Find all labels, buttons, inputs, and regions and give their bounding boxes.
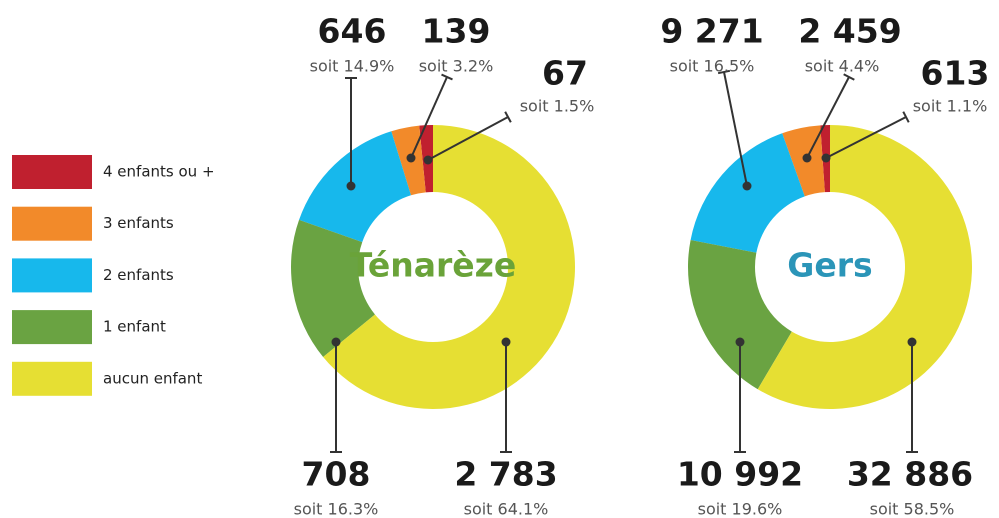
- leader-dot: [423, 155, 433, 165]
- leader-dot: [406, 153, 416, 163]
- donut-slice: [323, 125, 575, 409]
- share-label: soit 16.5%: [670, 57, 755, 76]
- legend-swatch: [12, 361, 92, 396]
- leader-cap: [441, 73, 453, 81]
- share-label: soit 1.1%: [913, 97, 988, 116]
- value-label: 9 271: [660, 12, 763, 51]
- share-label: soit 64.1%: [464, 500, 549, 518]
- value-label: 2 459: [798, 12, 901, 51]
- share-label: soit 14.9%: [310, 57, 395, 76]
- donut-slice: [690, 133, 805, 253]
- legend-label: aucun enfant: [103, 369, 202, 387]
- leader-dot: [742, 181, 752, 191]
- legend-label: 2 enfants: [103, 266, 174, 284]
- leader-line: [410, 76, 448, 159]
- legend-swatch: [12, 258, 92, 293]
- leader-line: [825, 116, 907, 159]
- value-label: 613: [921, 54, 990, 93]
- leader-dot: [821, 153, 831, 163]
- share-label: soit 4.4%: [805, 57, 880, 76]
- leader-cap: [504, 111, 512, 123]
- share-label: soit 1.5%: [520, 97, 595, 116]
- value-label: 708: [302, 455, 371, 494]
- share-label: soit 19.6%: [698, 500, 783, 518]
- legend-label: 3 enfants: [103, 214, 174, 232]
- leader-dot: [907, 337, 917, 347]
- value-label: 139: [422, 12, 491, 51]
- donut-slice: [757, 125, 972, 409]
- value-label: 2 783: [454, 455, 557, 494]
- leader-line: [427, 116, 509, 161]
- leader-dot: [802, 153, 812, 163]
- value-label: 10 992: [677, 455, 803, 494]
- leader-cap: [843, 73, 855, 81]
- leader-cap: [717, 69, 731, 75]
- leader-dot: [346, 181, 356, 191]
- donut-title: Gers: [787, 246, 872, 285]
- value-label: 646: [318, 12, 387, 51]
- share-label: soit 16.3%: [294, 500, 379, 518]
- value-label: 67: [542, 54, 588, 93]
- leader-line: [723, 71, 748, 187]
- share-label: soit 58.5%: [870, 500, 955, 518]
- leader-line: [806, 76, 850, 159]
- legend-swatch: [12, 155, 92, 189]
- leader-dot: [735, 337, 745, 347]
- share-label: soit 3.2%: [419, 57, 494, 76]
- value-label: 32 886: [847, 455, 973, 494]
- donut-slice: [290, 219, 375, 357]
- legend-swatch: [12, 310, 92, 345]
- legend-label: 1 enfant: [103, 318, 166, 336]
- leader-dot: [501, 337, 511, 347]
- legend-label: 4 enfants ou +: [103, 163, 215, 181]
- donut-title: Ténarèze: [350, 246, 517, 285]
- leader-dot: [331, 337, 341, 347]
- donut-slice: [688, 239, 792, 390]
- legend-swatch: [12, 206, 92, 241]
- leader-cap: [902, 111, 910, 123]
